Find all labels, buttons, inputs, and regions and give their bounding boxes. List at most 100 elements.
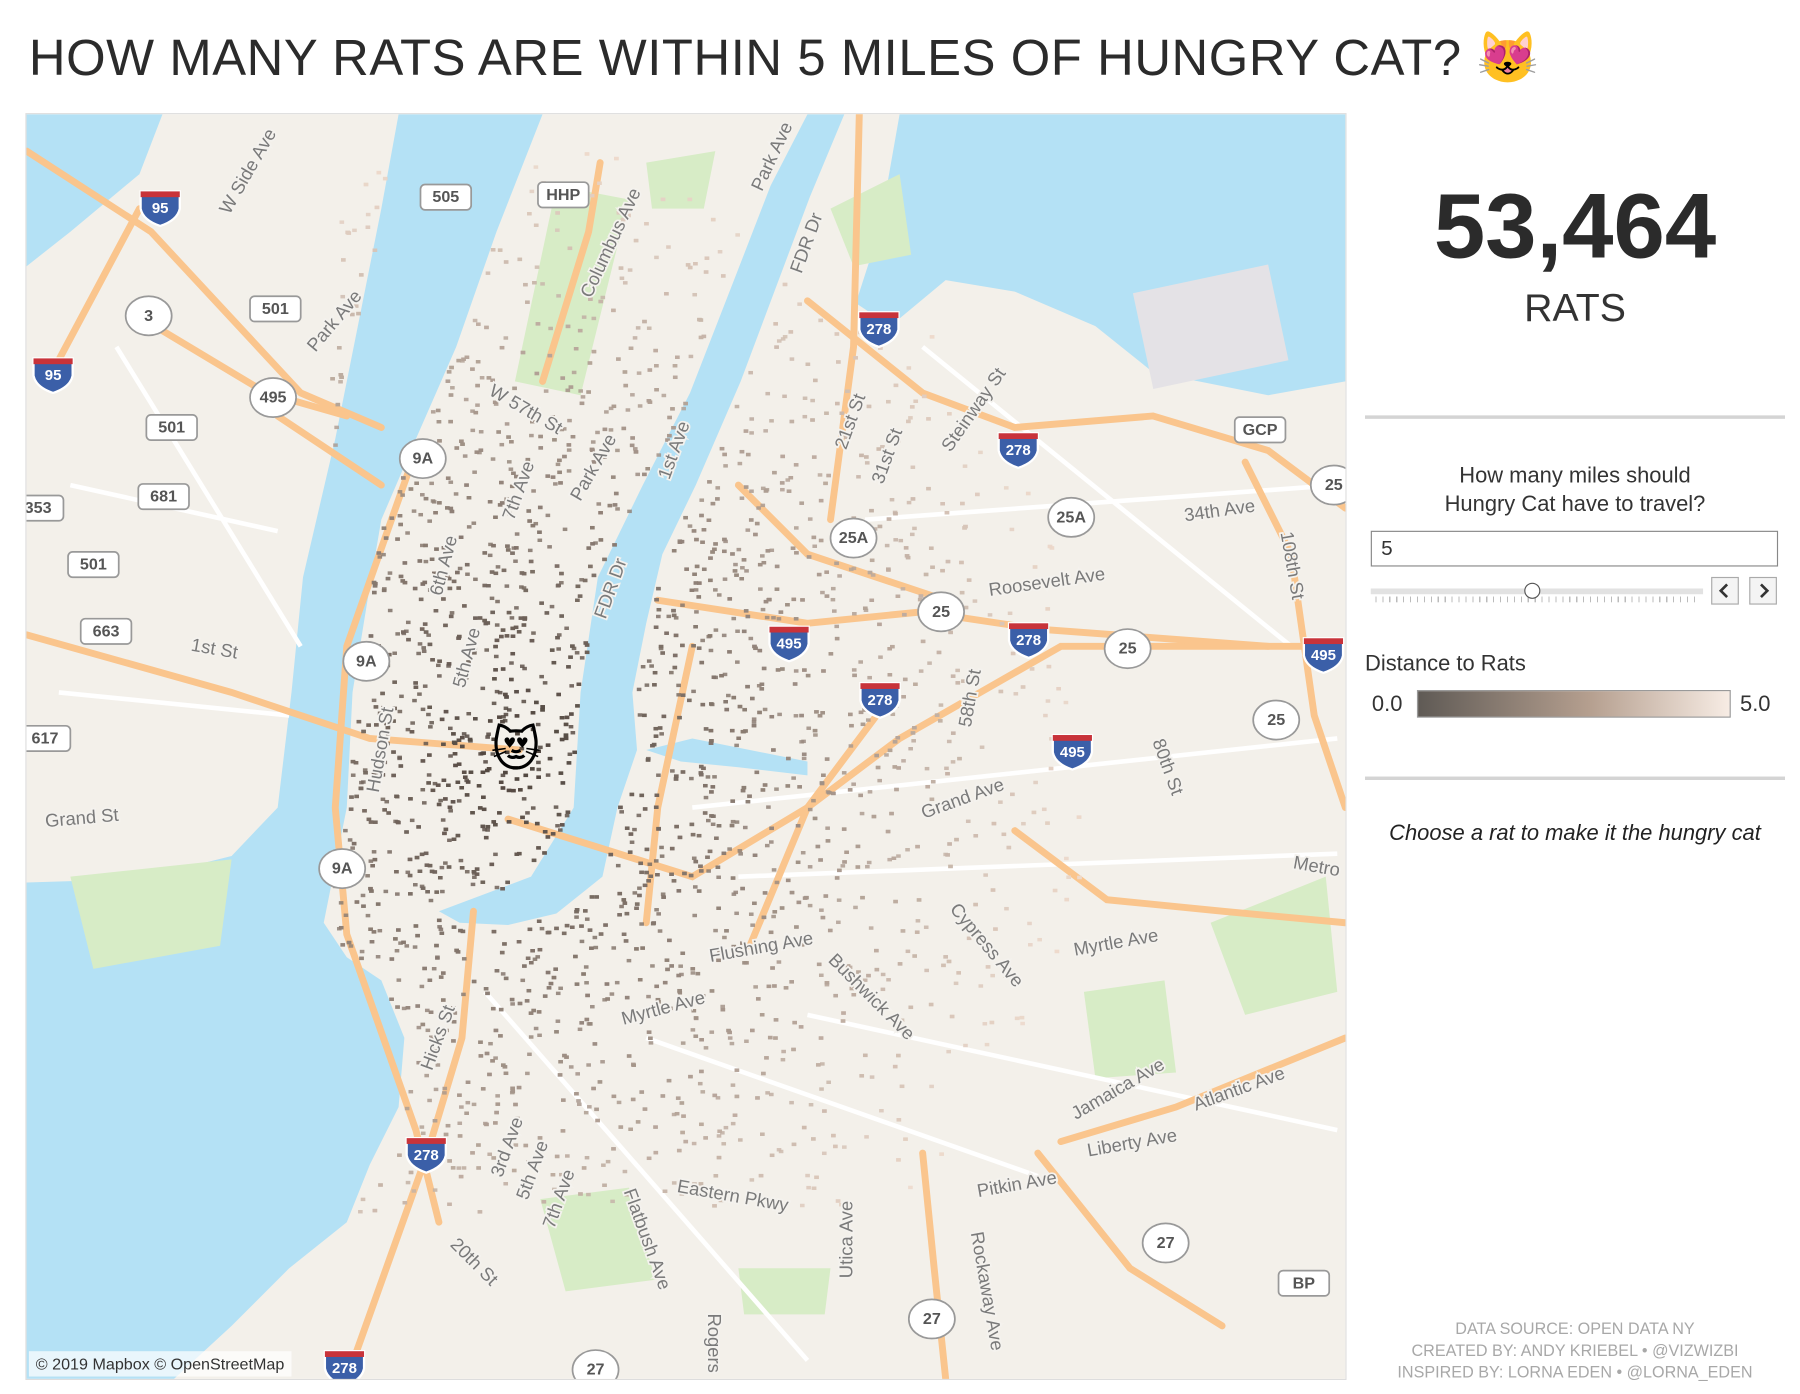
rat-dot (739, 449, 745, 454)
hungry-cat-marker[interactable]: 😻 (491, 723, 541, 777)
rat-dot (654, 364, 659, 368)
rat-dot (715, 486, 721, 490)
increment-button[interactable] (1749, 576, 1777, 605)
route-shield: 25A (1047, 496, 1096, 538)
rat-dot (666, 1078, 672, 1083)
rat-dot (530, 949, 535, 953)
rat-dot (560, 1098, 566, 1102)
rat-dot (673, 633, 679, 638)
rat-dot (764, 1056, 769, 1060)
rat-dot (697, 1081, 703, 1086)
rat-dot (671, 549, 677, 553)
rat-dot (427, 705, 433, 709)
rat-dot (353, 304, 359, 308)
rat-dot (447, 1159, 452, 1163)
rat-dot (339, 220, 345, 224)
rat-dot (918, 594, 924, 598)
slider-thumb[interactable] (1524, 582, 1541, 599)
rat-dot (449, 509, 455, 514)
shield-label: 3 (144, 307, 153, 325)
rat-dot (494, 885, 500, 890)
rat-dot (410, 721, 415, 725)
rat-dot (807, 903, 813, 908)
rat-dot (692, 913, 698, 918)
rat-dot (568, 1065, 574, 1069)
rat-dot (824, 411, 829, 415)
rat-dot (717, 1129, 723, 1133)
rat-dot (826, 1080, 831, 1084)
rat-dot (621, 898, 627, 902)
rat-dot (916, 898, 922, 902)
rat-dot (582, 578, 588, 583)
rat-dot (991, 821, 997, 826)
rat-dot (690, 1028, 696, 1032)
rat-dot (677, 988, 682, 993)
rat-dot (435, 955, 440, 959)
rat-dot (703, 270, 709, 274)
rat-dot (550, 1173, 556, 1177)
rat-dot (913, 682, 918, 686)
rat-dot (496, 1162, 501, 1167)
rat-dot (416, 1060, 422, 1065)
rat-dot (762, 707, 768, 712)
rat-dot (947, 842, 952, 846)
rat-dot (793, 669, 799, 673)
rat-dot (792, 682, 798, 686)
rat-dot (780, 454, 786, 459)
rat-dot (983, 873, 988, 877)
route-shield: 495 (1302, 637, 1345, 675)
rat-dot (450, 386, 455, 390)
rat-dot (944, 766, 949, 771)
rat-dot (941, 963, 946, 968)
rat-dot (493, 1056, 498, 1060)
rat-dot (656, 773, 661, 777)
route-shield: 353 (26, 494, 65, 522)
rat-dot (489, 596, 495, 601)
rat-dot (1003, 974, 1008, 979)
rat-dot (423, 559, 429, 564)
shield-circle (1103, 628, 1152, 670)
shield-top (140, 191, 180, 198)
rat-dot (676, 1148, 682, 1153)
shield-circle (917, 591, 965, 633)
rat-dot (523, 773, 529, 778)
rat-dot (482, 618, 487, 623)
rat-dot (751, 723, 757, 728)
rat-dot (893, 899, 898, 904)
rat-dot (871, 814, 877, 819)
rat-dot (660, 197, 666, 202)
rat-dot (910, 465, 916, 469)
rat-dot (363, 771, 368, 775)
rat-dot (435, 783, 441, 787)
rat-dot (425, 1028, 431, 1033)
miles-input[interactable]: 5 (1370, 530, 1779, 567)
rat-dot (852, 612, 857, 616)
rat-dot (669, 964, 674, 968)
rat-dot (432, 1188, 438, 1192)
rat-dot (540, 282, 545, 286)
rat-dot (1077, 875, 1082, 880)
rat-dot (680, 1130, 685, 1135)
rat-dot (906, 500, 912, 505)
rat-dot (712, 775, 717, 779)
rat-dot (898, 538, 904, 543)
rat-dot (465, 572, 470, 576)
rat-dot (354, 900, 360, 904)
rat-dot (602, 427, 608, 432)
rat-dot (500, 972, 506, 976)
rat-dot (661, 393, 667, 398)
shield-label: 495 (777, 636, 802, 653)
rat-dot (511, 788, 516, 793)
rat-dot (536, 919, 542, 923)
rat-dot (503, 336, 509, 340)
rat-dot (492, 677, 497, 681)
rat-dot (528, 960, 534, 965)
rat-dot (400, 493, 405, 497)
rat-dot (1021, 821, 1026, 826)
decrement-button[interactable] (1711, 576, 1739, 605)
rat-dot (903, 546, 909, 550)
rat-dot (911, 739, 916, 743)
rat-dot (531, 631, 536, 635)
rat-dot (407, 857, 413, 862)
